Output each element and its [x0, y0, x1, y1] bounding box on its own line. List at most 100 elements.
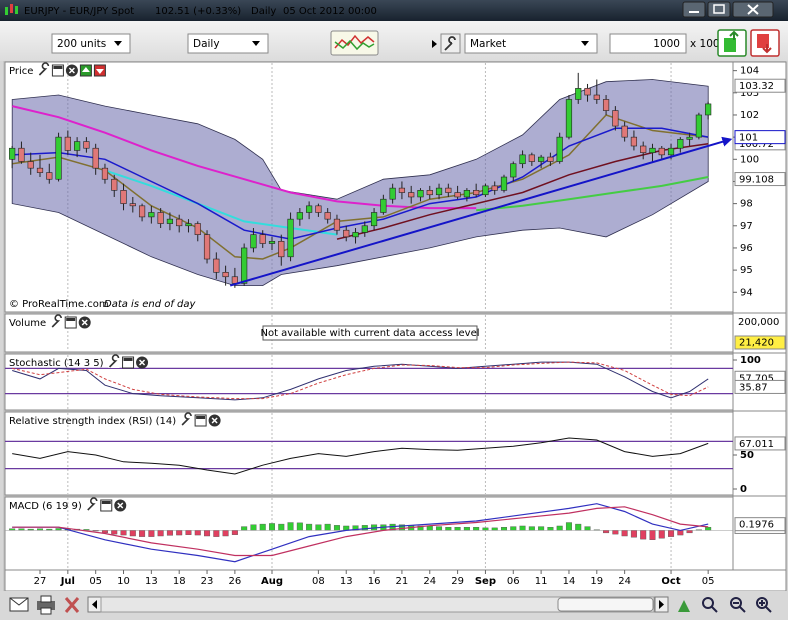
histogram-bar	[101, 530, 108, 534]
copyright: © ProRealTime.com	[9, 299, 109, 310]
candle-body	[612, 110, 619, 127]
print-button[interactable]	[37, 595, 55, 615]
minimize-button[interactable]	[682, 1, 706, 18]
histogram-bar	[621, 530, 628, 537]
window-bar	[123, 358, 133, 361]
sell-button[interactable]	[750, 29, 780, 57]
y-tick-label: 103	[740, 88, 759, 99]
x-tick-label: Aug	[261, 576, 283, 587]
candle-body	[129, 203, 136, 207]
date: 05 Oct 2012 00:00	[283, 6, 377, 17]
histogram-bar	[148, 530, 155, 537]
volume-message: Not available with current data access l…	[260, 328, 479, 339]
histogram-bar	[259, 523, 266, 531]
y-tick-label: 100	[740, 355, 761, 366]
window-controls[interactable]	[682, 1, 774, 18]
panel-title: Relative strength index (RSI) (14)	[9, 416, 176, 427]
histogram-bar	[241, 526, 248, 531]
x-tick-label: 23	[201, 576, 214, 587]
histogram-bar	[612, 530, 619, 535]
window-bar	[53, 66, 63, 69]
close-x	[117, 502, 124, 509]
wrench	[181, 412, 192, 426]
candle-body	[630, 136, 638, 147]
order-type: Market	[470, 38, 506, 50]
indicator-line	[12, 437, 709, 475]
candle-body	[575, 88, 582, 100]
candle-body	[426, 190, 433, 196]
candle-body	[306, 205, 313, 213]
candle-body	[166, 218, 174, 224]
candle-body	[287, 218, 294, 258]
histogram-bar	[333, 525, 340, 531]
candle-body	[250, 234, 257, 249]
candle-body	[435, 187, 443, 196]
histogram-bar	[194, 530, 201, 536]
value-badge-label: 101	[739, 133, 758, 144]
candle-body	[64, 136, 71, 151]
candle-body	[278, 240, 285, 258]
candle-body	[556, 136, 563, 162]
histogram-bar	[231, 530, 238, 535]
histogram-bar	[315, 524, 322, 531]
indicator-line	[12, 506, 709, 557]
quantity-input[interactable]: 1000	[609, 33, 687, 54]
volume-tick-label: 200,000	[738, 317, 779, 328]
indicator-button[interactable]	[330, 30, 379, 56]
candle-body	[519, 154, 526, 165]
y-tick-label: 104	[740, 66, 759, 77]
buy-button[interactable]	[717, 29, 747, 57]
y-tick-label: 100	[740, 154, 759, 165]
quote: 102.51 (+0.33%)	[155, 6, 241, 17]
candle-body	[658, 147, 665, 156]
x-tick-label: 13	[340, 576, 353, 587]
histogram-bar	[519, 525, 526, 531]
candle-body	[111, 178, 118, 191]
candle-body	[584, 88, 591, 96]
candle-body	[176, 218, 183, 227]
candle-body	[528, 154, 535, 162]
panel-title: MACD (6 19 9)	[9, 501, 82, 512]
candle-body	[203, 234, 211, 260]
expand-arrow[interactable]	[432, 40, 437, 48]
histogram-bar	[630, 530, 637, 538]
window-icon[interactable]	[194, 414, 207, 427]
x-tick-label: 19	[590, 576, 603, 587]
email-button[interactable]	[9, 597, 29, 612]
value-badge-label: 99.108	[739, 175, 774, 186]
delete-button[interactable]	[64, 597, 80, 613]
y-tick-label: 0	[740, 484, 747, 495]
timeframe: Daily	[193, 38, 220, 50]
scrollbar[interactable]	[87, 596, 669, 613]
x-tick-label: 13	[145, 576, 158, 587]
window-icon[interactable]	[100, 499, 113, 512]
timeframe-dropdown[interactable]: Daily	[187, 33, 269, 54]
order-settings-button[interactable]	[440, 33, 461, 54]
window-icon[interactable]	[51, 64, 64, 77]
histogram-bar	[111, 530, 118, 535]
histogram-bar	[269, 523, 276, 531]
histogram-bar	[129, 530, 136, 537]
zoom-tools[interactable]	[678, 597, 772, 613]
indicator-line	[476, 176, 709, 212]
histogram-bar	[575, 523, 582, 531]
candle-body	[324, 212, 331, 220]
order-type-dropdown[interactable]: Market	[464, 33, 598, 54]
indicator-line	[12, 503, 709, 563]
units-dropdown[interactable]: 200 units	[51, 33, 131, 54]
histogram-bar	[640, 530, 647, 540]
candle-body	[640, 145, 647, 153]
candle-body	[46, 172, 53, 180]
histogram-bar	[185, 530, 192, 535]
candle-body	[417, 190, 424, 198]
candle-body	[268, 240, 276, 244]
candle-body	[296, 212, 303, 220]
x-tick-label: Oct	[661, 576, 680, 587]
y-tick-label: 98	[740, 199, 753, 210]
window-icon[interactable]	[122, 356, 135, 369]
x-tick-label: 11	[535, 576, 548, 587]
candle-body	[491, 185, 498, 191]
window-icon[interactable]	[64, 316, 77, 329]
histogram-bar	[547, 527, 554, 531]
close-x	[81, 319, 88, 326]
